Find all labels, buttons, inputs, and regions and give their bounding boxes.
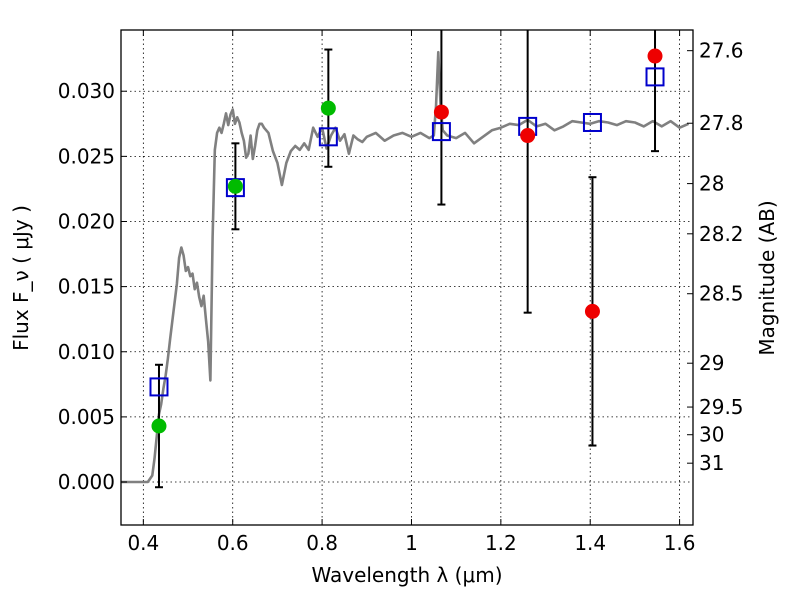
y2-axis-label: Magnitude (AB) (755, 200, 779, 355)
y-tick-label: 0.000 (58, 470, 115, 494)
model-flux-layer (149, 67, 665, 397)
mag-tick-label: 27.6 (699, 39, 744, 63)
errorbar-layer (154, 30, 660, 489)
mag-tick-label: 30 (699, 423, 724, 447)
x-tick-label: 1.6 (664, 531, 696, 555)
model-flux-square (431, 122, 451, 142)
y-axis-label: Flux F_ν ( μJy ) (9, 205, 33, 351)
y-tick-label: 0.010 (58, 340, 115, 364)
model-flux-square (318, 127, 338, 147)
mag-tick-label: 29 (699, 351, 724, 375)
mag-tick-label: 28 (699, 172, 724, 196)
mag-tick-label: 28.2 (699, 222, 744, 246)
y-tick-label: 0.030 (58, 79, 115, 103)
spectrum-layer (121, 50, 690, 484)
x-axis-label: Wavelength λ (μm) (311, 563, 502, 587)
model-flux-square (149, 377, 169, 397)
optical-data-point (151, 418, 167, 434)
optical-data-point (227, 178, 243, 194)
plot-frame (120, 29, 694, 526)
y-tick-label: 0.005 (58, 405, 115, 429)
ir-data-point (584, 303, 600, 319)
optical-data-point (320, 100, 336, 116)
y-tick-label: 0.025 (58, 144, 115, 168)
grid-layer (121, 30, 693, 525)
mag-tick-label: 31 (699, 451, 724, 475)
mag-tick-label: 27.8 (699, 111, 744, 135)
x-tick-label: 1.4 (574, 531, 606, 555)
observation-layer (151, 48, 663, 434)
x-tick-label: 0.4 (127, 531, 159, 555)
x-tick-label: 0.6 (217, 531, 249, 555)
model-spectrum-line (121, 50, 690, 484)
model-flux-square (645, 67, 665, 87)
ir-data-point (433, 104, 449, 120)
tick-layer: 0.4 0.6 0.8 1 1.2 1.4 1.6 0.000 0.005 0.010 0.015 0… (58, 30, 744, 555)
mag-tick-label: 28.5 (699, 282, 744, 306)
ir-data-point (647, 48, 663, 64)
x-tick-label: 1.2 (485, 531, 517, 555)
ir-data-point (520, 128, 536, 144)
y-tick-label: 0.020 (58, 209, 115, 233)
model-flux-square (582, 112, 602, 132)
x-tick-label: 1 (405, 531, 418, 555)
x-tick-label: 0.8 (306, 531, 338, 555)
y-tick-label: 0.015 (58, 275, 115, 299)
mag-tick-label: 29.5 (699, 395, 744, 419)
